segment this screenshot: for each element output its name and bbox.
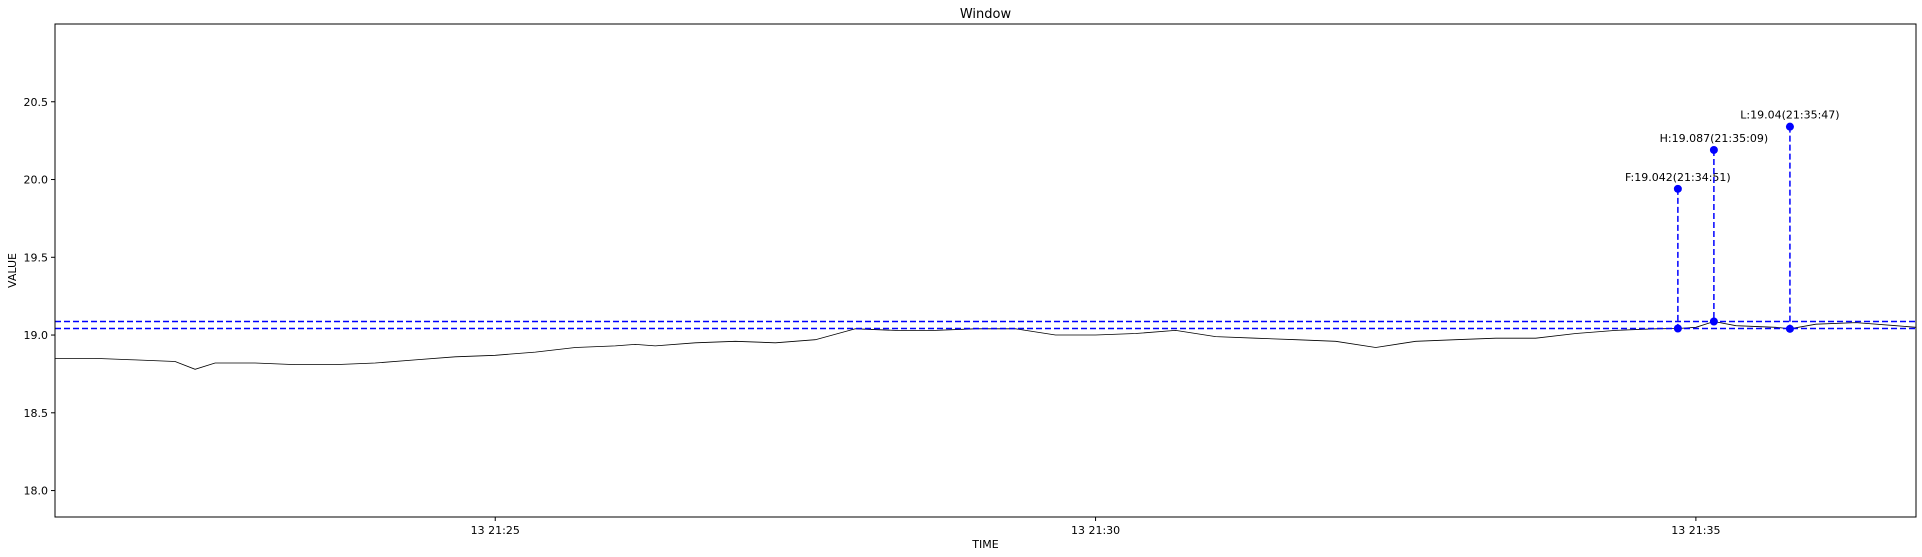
marker-top-point xyxy=(1709,145,1718,154)
y-tick-label: 19.5 xyxy=(24,251,49,264)
marker-top-point xyxy=(1673,184,1682,193)
marker-annotation: L:19.04(21:35:47) xyxy=(1740,109,1839,122)
y-axis-label: VALUE xyxy=(6,253,19,288)
y-tick-label: 18.5 xyxy=(24,407,49,420)
y-tick-label: 20.5 xyxy=(24,96,49,109)
marker-point xyxy=(1673,324,1682,333)
marker-point xyxy=(1709,317,1718,326)
x-tick-label: 13 21:25 xyxy=(471,524,520,537)
x-tick-label: 13 21:35 xyxy=(1671,524,1720,537)
x-axis-label: TIME xyxy=(971,538,998,551)
marker-annotation: F:19.042(21:34:51) xyxy=(1625,171,1731,184)
plot-frame xyxy=(54,23,1917,518)
chart-title: Window xyxy=(960,7,1012,22)
y-tick-label: 19.0 xyxy=(24,329,49,342)
marker-annotation: H:19.087(21:35:09) xyxy=(1660,132,1768,145)
x-tick-label: 13 21:30 xyxy=(1071,524,1120,537)
series-line-0 xyxy=(55,321,1916,370)
y-tick-label: 20.0 xyxy=(24,174,49,187)
plot-area: F:19.042(21:34:51) H:19.087(21:35:09) L:19… xyxy=(55,109,1916,370)
axes: 18.0 18.5 19.0 19.5 20.0 20.5 13 21:25 13 21:30… xyxy=(24,23,1917,537)
marker-top-point xyxy=(1785,122,1794,131)
marker-point xyxy=(1785,324,1794,333)
y-tick-label: 18.0 xyxy=(24,485,49,498)
